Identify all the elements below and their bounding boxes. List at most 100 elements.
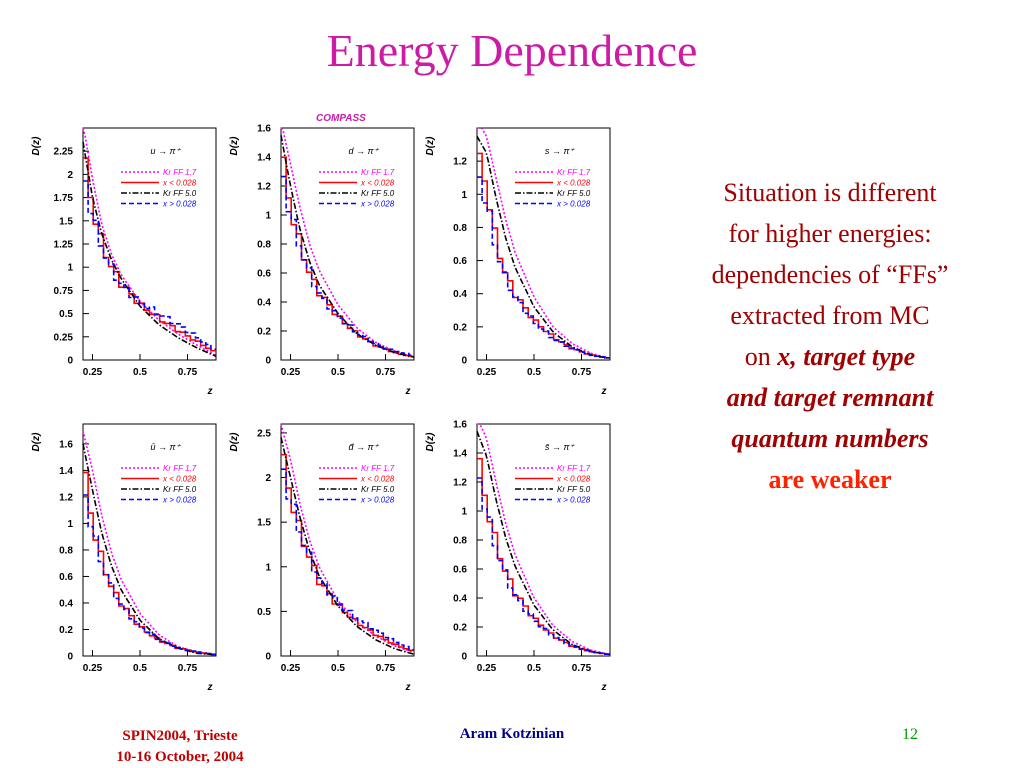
y-tick-label: 1.2 — [59, 492, 73, 503]
summary-line-7: quantum numbers — [731, 424, 929, 453]
y-tick-label: 0.6 — [59, 572, 73, 583]
y-tick-label: 1.4 — [59, 466, 73, 477]
y-tick-label: 0.4 — [453, 289, 467, 300]
series-line-1 — [477, 423, 611, 656]
series-line-2 — [281, 453, 414, 652]
summary-line-6: and target remnant — [726, 383, 934, 412]
chart-panel-5: 0 0.5 1 1.5 2 2.5 0.25 0.5 0.75 z D(z) d̄ → π⁺ Kr FF… — [229, 423, 415, 693]
y-tick-label: 1.6 — [453, 420, 467, 431]
y-tick-label: 1.2 — [257, 182, 271, 193]
compass-label: COMPASS — [316, 113, 366, 124]
summary-line-2: for higher energies: — [728, 219, 932, 248]
legend-label: x > 0.028 — [360, 496, 395, 505]
y-tick-label: 0.2 — [257, 327, 271, 338]
legend-label: x > 0.028 — [360, 200, 395, 209]
x-tick-label: 0.5 — [331, 663, 345, 674]
series-line-1 — [477, 127, 611, 360]
y-axis-label: D(z) — [229, 136, 240, 156]
y-axis-label: D(z) — [425, 136, 436, 156]
series-line-4 — [281, 175, 414, 356]
footer-page-number: 12 — [902, 726, 918, 743]
legend-label: Kr FF 1.7 — [557, 168, 591, 177]
y-tick-label: 0.8 — [453, 536, 467, 547]
x-tick-label: 0.25 — [477, 663, 497, 674]
legend-label: x > 0.028 — [556, 200, 591, 209]
x-tick-label: 0.25 — [281, 367, 301, 378]
legend-label: Kr FF 5.0 — [163, 485, 197, 494]
y-tick-label: 0.4 — [257, 298, 271, 309]
series-line-4 — [477, 477, 610, 655]
x-tick-label: 0.75 — [376, 663, 396, 674]
series-line-3 — [280, 135, 415, 358]
legend-label: x > 0.028 — [556, 496, 591, 505]
legend-label: Kr FF 5.0 — [361, 485, 395, 494]
y-tick-label: 1.4 — [453, 449, 467, 460]
y-tick-label: 1.5 — [59, 216, 73, 227]
summary-text: Situation is different for higher energi… — [660, 172, 1000, 500]
y-tick-label: 0 — [265, 356, 271, 367]
y-tick-label: 1.4 — [257, 153, 271, 164]
y-tick-label: 1.6 — [59, 439, 73, 450]
y-tick-label: 0.2 — [59, 625, 73, 636]
legend-label: x < 0.028 — [162, 179, 197, 188]
series-line-3 — [82, 141, 217, 358]
summary-line-1: Situation is different — [723, 178, 937, 207]
process-label: u → π⁺ — [151, 146, 182, 156]
legend-label: x < 0.028 — [556, 475, 591, 484]
y-tick-label: 0.5 — [59, 309, 73, 320]
series-line-1 — [280, 423, 415, 654]
y-tick-label: 0.6 — [453, 256, 467, 267]
legend-label: Kr FF 1.7 — [163, 464, 197, 473]
x-tick-label: 0.25 — [83, 367, 103, 378]
y-tick-label: 0.25 — [54, 332, 74, 343]
y-axis-label: D(z) — [31, 136, 42, 156]
y-tick-label: 0.75 — [54, 286, 74, 297]
legend-label: Kr FF 5.0 — [557, 485, 591, 494]
plot-frame — [82, 423, 217, 657]
plot-frame — [280, 423, 415, 657]
series-line-4 — [83, 494, 216, 656]
legend-label: Kr FF 1.7 — [557, 464, 591, 473]
y-tick-label: 2 — [265, 473, 271, 484]
footer-dates: 10-16 October, 2004 — [116, 749, 244, 765]
summary-line-3: dependencies of “FFs” — [711, 260, 949, 289]
y-tick-label: 1 — [67, 263, 73, 274]
y-tick-label: 2 — [67, 170, 73, 181]
x-tick-label: 0.25 — [281, 663, 301, 674]
chart-panel-1: 0 0.25 0.5 0.75 1 1.25 1.5 1.75 2 2.25 0.25 0.5 0.75… — [31, 127, 217, 397]
legend-label: Kr FF 5.0 — [361, 189, 395, 198]
legend-label: Kr FF 1.7 — [361, 464, 395, 473]
x-axis-label: z — [207, 682, 213, 693]
y-tick-label: 1 — [67, 519, 73, 530]
y-tick-label: 0.8 — [453, 223, 467, 234]
plot-frame — [476, 127, 611, 361]
x-tick-label: 0.25 — [477, 367, 497, 378]
legend-label: x < 0.028 — [360, 179, 395, 188]
chart-panel-3: 0 0.2 0.4 0.6 0.8 1 1.2 0.25 0.5 0.75 z D(z) s → π⁺ K… — [425, 127, 611, 397]
y-tick-label: 0.8 — [257, 240, 271, 251]
series-line-3 — [82, 443, 217, 656]
x-tick-label: 0.5 — [133, 367, 147, 378]
chart-panel-6: 0 0.2 0.4 0.6 0.8 1 1.2 1.4 1.6 0.25 0.5 0.75 z D(z) s… — [425, 420, 611, 693]
process-label: s → π⁺ — [545, 146, 576, 156]
y-tick-label: 0.5 — [257, 607, 271, 618]
y-tick-label: 0.2 — [453, 322, 467, 333]
y-tick-label: 2.5 — [257, 428, 271, 439]
summary-line-5-prefix: on — [744, 342, 778, 371]
series-line-3 — [476, 135, 611, 360]
x-tick-label: 0.5 — [527, 367, 541, 378]
y-tick-label: 1 — [461, 507, 467, 518]
x-axis-label: z — [601, 682, 607, 693]
footer-author: Aram Kotzinian — [459, 726, 565, 742]
y-tick-label: 1.2 — [453, 478, 467, 489]
summary-line-5: on x, target type — [660, 336, 1000, 377]
legend-label: x < 0.028 — [360, 475, 395, 484]
y-tick-label: 1 — [461, 190, 467, 201]
x-tick-label: 0.75 — [376, 367, 396, 378]
process-label: s̄ → π⁺ — [545, 442, 576, 452]
y-tick-label: 1.2 — [453, 157, 467, 168]
y-tick-label: 0 — [461, 652, 467, 663]
series-line-4 — [477, 176, 610, 359]
y-axis-label: D(z) — [229, 432, 240, 452]
x-axis-label: z — [601, 386, 607, 397]
